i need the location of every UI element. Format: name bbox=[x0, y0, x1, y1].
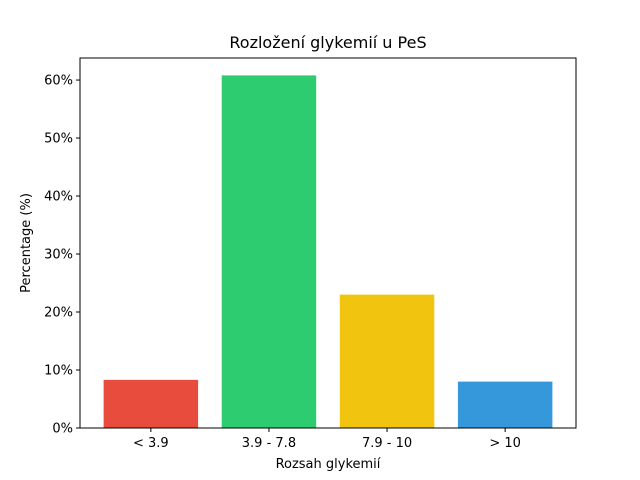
y-axis-label: Percentage (%) bbox=[19, 193, 34, 293]
y-tick-label: 30% bbox=[44, 248, 73, 263]
y-tick-label: 0% bbox=[52, 422, 73, 437]
plot-frame bbox=[79, 57, 577, 429]
x-axis-ticks: < 3.9 3.9 - 7.8 7.9 - 10 > 10 bbox=[133, 428, 521, 451]
x-tick-label: > 10 bbox=[489, 436, 521, 451]
x-tick-label: 7.9 - 10 bbox=[362, 436, 412, 451]
y-tick-label: 10% bbox=[44, 364, 73, 379]
bars-group bbox=[103, 75, 553, 428]
x-axis-label: Rozsah glykemií bbox=[276, 457, 381, 472]
x-tick-label: < 3.9 bbox=[133, 436, 169, 451]
x-tick-label: 3.9 - 7.8 bbox=[242, 436, 296, 451]
bar bbox=[339, 294, 435, 428]
y-tick-label: 40% bbox=[44, 190, 73, 205]
chart-title: Rozložení glykemií u PeS bbox=[229, 33, 426, 52]
bar bbox=[457, 381, 553, 428]
y-tick-label: 20% bbox=[44, 306, 73, 321]
bar bbox=[221, 75, 317, 428]
y-tick-label: 50% bbox=[44, 132, 73, 147]
y-tick-label: 60% bbox=[44, 74, 73, 89]
bar bbox=[103, 379, 199, 428]
y-axis-ticks: 0% 10% 20% 30% 40% 50% 60% bbox=[44, 74, 80, 437]
